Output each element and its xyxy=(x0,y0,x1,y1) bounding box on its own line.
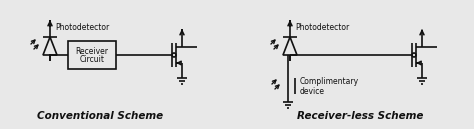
Bar xyxy=(68,41,116,69)
Text: Circuit: Circuit xyxy=(80,55,104,64)
Text: Receiver: Receiver xyxy=(75,46,109,55)
Text: Complimentary: Complimentary xyxy=(300,76,359,86)
Text: Receiver-less Scheme: Receiver-less Scheme xyxy=(297,111,423,121)
Text: Photodetector: Photodetector xyxy=(55,23,109,33)
Text: device: device xyxy=(300,87,325,95)
Text: Photodetector: Photodetector xyxy=(295,23,349,33)
Text: Conventional Scheme: Conventional Scheme xyxy=(37,111,163,121)
